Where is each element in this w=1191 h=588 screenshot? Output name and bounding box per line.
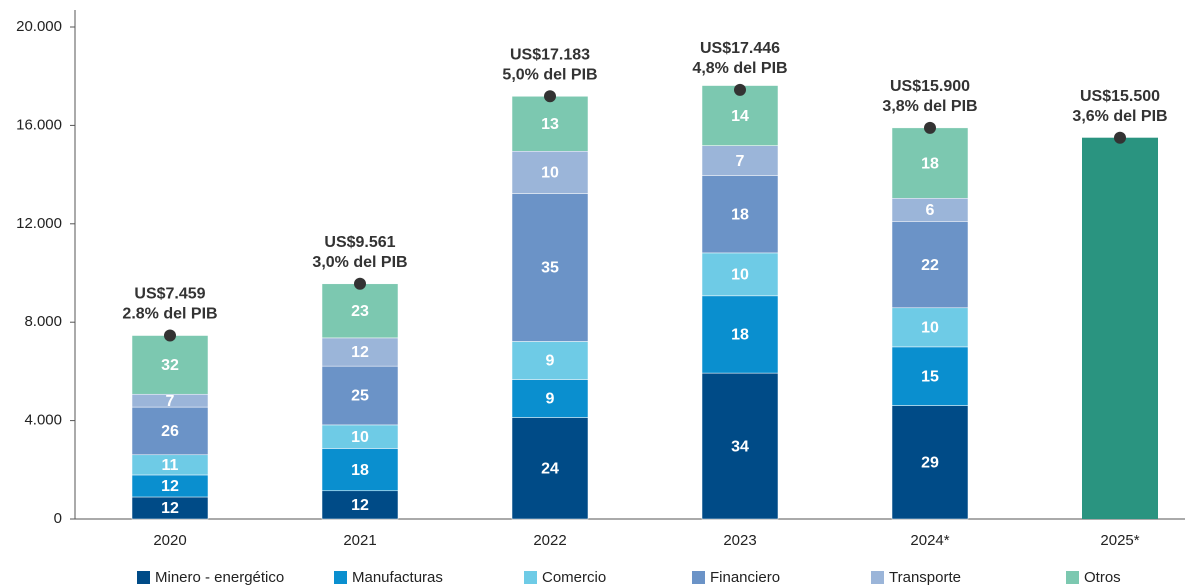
- total-marker: [1114, 131, 1126, 144]
- bar-segment: [321, 490, 399, 520]
- x-tick-label: 2022: [533, 532, 566, 549]
- bar-segment: [701, 175, 779, 254]
- bar-segment: [891, 221, 969, 309]
- bar-segment: [891, 346, 969, 406]
- total-label: US$17.446: [700, 40, 780, 57]
- segment-label: 26: [161, 423, 179, 440]
- x-tick-label: 2020: [153, 532, 186, 549]
- bar-segment: [321, 365, 399, 426]
- segment-label: 14: [731, 108, 749, 125]
- segment-label: 7: [736, 153, 745, 170]
- legend-swatch: [871, 571, 884, 584]
- total-marker: [164, 329, 176, 342]
- segment-label: 29: [921, 455, 939, 472]
- x-tick-label: 2024*: [910, 532, 949, 549]
- gdp-label: 3,6% del PIB: [1072, 108, 1167, 125]
- y-tick-label: 16.000: [16, 116, 62, 133]
- segment-label: 32: [161, 357, 179, 374]
- bar-segment: [701, 372, 779, 520]
- legend-label: Manufacturas: [352, 569, 443, 586]
- bar-segment: [131, 406, 209, 456]
- gdp-label: 4,8% del PIB: [692, 60, 787, 77]
- bar-segment: [321, 337, 399, 367]
- segment-label: 35: [541, 260, 559, 277]
- segment-label: 12: [351, 497, 369, 514]
- bar-segment: [891, 405, 969, 520]
- segment-label: 10: [351, 429, 369, 446]
- bar-segment: [321, 448, 399, 492]
- bar-segment: [321, 283, 399, 339]
- bar-segment: [131, 335, 209, 395]
- segment-label: 25: [351, 388, 369, 405]
- y-tick-label: 4.000: [24, 412, 62, 429]
- gdp-label: 3,0% del PIB: [312, 254, 407, 271]
- segment-label: 12: [161, 478, 179, 495]
- bar-segment: [511, 379, 589, 418]
- total-label: US$9.561: [324, 234, 395, 251]
- bar-segment: [891, 307, 969, 348]
- segment-label: 15: [921, 368, 939, 385]
- segment-label: 34: [731, 438, 749, 455]
- segment-label: 12: [161, 500, 179, 517]
- segment-label: 12: [351, 344, 369, 361]
- total-marker: [924, 121, 936, 134]
- gdp-label: 2.8% del PIB: [122, 306, 217, 323]
- legend-label: Comercio: [542, 569, 606, 586]
- segment-label: 9: [546, 353, 555, 370]
- legend-label: Minero - energético: [155, 569, 284, 586]
- segment-label: 9: [546, 391, 555, 408]
- legend-label: Otros: [1084, 569, 1121, 586]
- y-tick-label: 0: [54, 510, 62, 527]
- segment-label: 18: [731, 327, 749, 344]
- y-tick-label: 8.000: [24, 313, 62, 330]
- y-tick-label: 20.000: [16, 18, 62, 35]
- total-label: US$17.183: [510, 47, 590, 64]
- legend-swatch: [524, 571, 537, 584]
- bar-segment: [701, 252, 779, 297]
- legend-swatch: [334, 571, 347, 584]
- legend-swatch: [137, 571, 150, 584]
- bar-segment: [511, 341, 589, 380]
- segment-label: 7: [166, 393, 175, 410]
- segment-label: 10: [541, 165, 559, 182]
- segment-label: 13: [541, 116, 559, 133]
- legend-label: Transporte: [889, 569, 961, 586]
- bar-segment: [701, 295, 779, 374]
- segment-label: 24: [541, 460, 559, 477]
- segment-label: 18: [921, 155, 939, 172]
- segment-label: 18: [731, 207, 749, 224]
- legend-label: Financiero: [710, 569, 780, 586]
- segment-label: 6: [926, 202, 935, 219]
- segment-label: 10: [921, 320, 939, 337]
- total-label: US$15.900: [890, 78, 970, 95]
- bar-segment: [511, 417, 589, 520]
- total-marker: [734, 83, 746, 96]
- legend-swatch: [692, 571, 705, 584]
- segment-label: 18: [351, 462, 369, 479]
- x-tick-label: 2023: [723, 532, 756, 549]
- y-tick-label: 12.000: [16, 215, 62, 232]
- total-marker: [354, 277, 366, 290]
- bar-segment: [701, 145, 779, 176]
- x-tick-label: 2025*: [1100, 532, 1139, 549]
- total-marker: [544, 90, 556, 103]
- gdp-label: 3,8% del PIB: [882, 98, 977, 115]
- legend-swatch: [1066, 571, 1079, 584]
- gdp-label: 5,0% del PIB: [502, 67, 597, 84]
- bar: [1082, 137, 1158, 519]
- total-label: US$7.459: [134, 286, 205, 303]
- segment-label: 22: [921, 257, 939, 274]
- bar-segment: [891, 127, 969, 199]
- segment-label: 11: [162, 457, 179, 474]
- x-tick-label: 2021: [343, 532, 376, 549]
- total-label: US$15.500: [1080, 88, 1160, 105]
- segment-label: 10: [731, 267, 749, 284]
- bar-segment: [511, 96, 589, 152]
- segment-label: 23: [351, 303, 369, 320]
